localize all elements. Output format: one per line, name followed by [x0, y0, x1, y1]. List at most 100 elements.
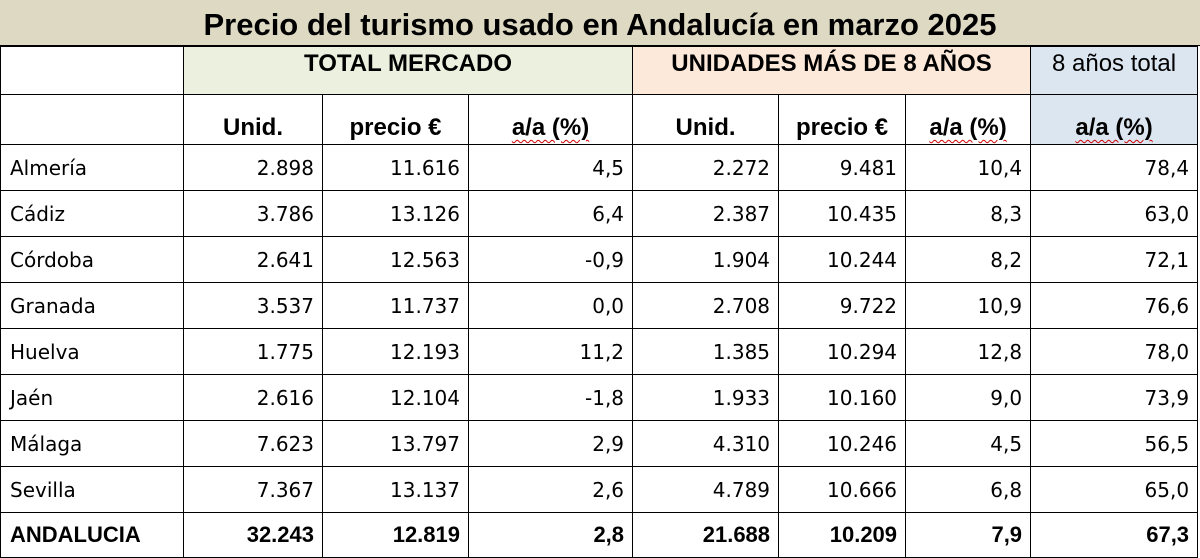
header-tm-precio: precio €: [322, 94, 469, 145]
total-row: ANDALUCIA 32.243 12.819 2,8 21.688 10.209 7,9 6…: [0, 512, 1199, 558]
t8-aa-cell: 63,0: [1030, 190, 1199, 237]
table-row: Almería 2.898 11.616 4,5 2.272 9.481 10,4 78,4: [0, 144, 1199, 191]
header-t8-aa-label: a/a (%): [1075, 114, 1153, 141]
tm-aa-cell: -0,9: [467, 236, 634, 283]
province-cell: Almería: [0, 144, 184, 191]
m8-aa-cell: 8,3: [905, 190, 1032, 237]
table-title: Precio del turismo usado en Andalucía en…: [0, 0, 1200, 46]
header-tm-aa: a/a (%): [467, 94, 634, 145]
m8-unid-cell: 21.688: [632, 512, 780, 558]
province-cell: Huelva: [0, 328, 184, 375]
tm-aa-cell: 0,0: [467, 282, 634, 329]
group-header-row: TOTAL MERCADO UNIDADES MÁS DE 8 AÑOS 8 a…: [0, 46, 1199, 95]
tm-aa-cell: 2,9: [467, 420, 634, 467]
t8-aa-cell: 73,9: [1030, 374, 1199, 421]
m8-precio-cell: 10.209: [778, 512, 907, 558]
province-cell: Jaén: [0, 374, 184, 421]
tm-precio-cell: 12.104: [322, 374, 469, 421]
column-header-row: Unid. precio € a/a (%) Unid. precio € a/…: [0, 94, 1199, 145]
t8-aa-cell: 67,3: [1030, 512, 1199, 558]
tm-unid-cell: 3.537: [183, 282, 323, 329]
m8-precio-cell: 10.666: [778, 466, 907, 513]
group-8-anos-total: 8 años total: [1030, 46, 1199, 95]
tm-unid-cell: 1.775: [183, 328, 323, 375]
group-mas-8-anos: UNIDADES MÁS DE 8 AÑOS: [632, 46, 1032, 95]
header-m8-aa: a/a (%): [905, 94, 1032, 145]
t8-aa-cell: 76,6: [1030, 282, 1199, 329]
m8-unid-cell: 2.387: [632, 190, 780, 237]
table-row: Málaga 7.623 13.797 2,9 4.310 10.246 4,5 56,5: [0, 420, 1199, 467]
header-m8-unid: Unid.: [632, 94, 780, 145]
tm-unid-cell: 32.243: [183, 512, 323, 558]
m8-unid-cell: 4.310: [632, 420, 780, 467]
m8-aa-cell: 10,9: [905, 282, 1032, 329]
header-tm-aa-label: a/a (%): [511, 114, 590, 141]
m8-precio-cell: 10.246: [778, 420, 907, 467]
t8-aa-cell: 65,0: [1030, 466, 1199, 513]
tm-aa-cell: 2,6: [467, 466, 634, 513]
tm-aa-cell: 2,8: [467, 512, 634, 558]
province-header-cell: [0, 94, 184, 145]
tm-precio-cell: 13.137: [322, 466, 469, 513]
tm-aa-cell: -1,8: [467, 374, 634, 421]
tm-precio-cell: 11.616: [322, 144, 469, 191]
tm-unid-cell: 2.616: [183, 374, 323, 421]
province-cell: Granada: [0, 282, 184, 329]
table-row: Huelva 1.775 12.193 11,2 1.385 10.294 12,8 78,0: [0, 328, 1199, 375]
t8-aa-cell: 72,1: [1030, 236, 1199, 283]
tm-aa-cell: 11,2: [467, 328, 634, 375]
price-table: TOTAL MERCADO UNIDADES MÁS DE 8 AÑOS 8 a…: [0, 46, 1199, 558]
m8-unid-cell: 1.933: [632, 374, 780, 421]
tm-unid-cell: 7.623: [183, 420, 323, 467]
t8-aa-cell: 56,5: [1030, 420, 1199, 467]
table-row: Cádiz 3.786 13.126 6,4 2.387 10.435 8,3 63,0: [0, 190, 1199, 237]
m8-aa-cell: 8,2: [905, 236, 1032, 283]
tm-unid-cell: 3.786: [183, 190, 323, 237]
tm-precio-cell: 12.193: [322, 328, 469, 375]
header-m8-aa-label: a/a (%): [929, 114, 1007, 141]
t8-aa-cell: 78,4: [1030, 144, 1199, 191]
m8-precio-cell: 10.435: [778, 190, 907, 237]
tm-precio-cell: 11.737: [322, 282, 469, 329]
tm-aa-cell: 6,4: [467, 190, 634, 237]
table-row: Sevilla 7.367 13.137 2,6 4.789 10.666 6,8 65,0: [0, 466, 1199, 513]
m8-precio-cell: 10.244: [778, 236, 907, 283]
m8-aa-cell: 6,8: [905, 466, 1032, 513]
province-cell: ANDALUCIA: [0, 512, 184, 558]
header-tm-unid: Unid.: [183, 94, 323, 145]
tm-unid-cell: 2.898: [183, 144, 323, 191]
m8-unid-cell: 1.904: [632, 236, 780, 283]
table-row: Granada 3.537 11.737 0,0 2.708 9.722 10,9 76,6: [0, 282, 1199, 329]
blank-corner-cell: [0, 46, 184, 95]
m8-aa-cell: 12,8: [905, 328, 1032, 375]
table-body: Almería 2.898 11.616 4,5 2.272 9.481 10,4 78,4 …: [0, 144, 1199, 558]
province-cell: Córdoba: [0, 236, 184, 283]
m8-precio-cell: 10.294: [778, 328, 907, 375]
tm-unid-cell: 2.641: [183, 236, 323, 283]
table-row: Jaén 2.616 12.104 -1,8 1.933 10.160 9,0 73,9: [0, 374, 1199, 421]
header-m8-precio: precio €: [778, 94, 907, 145]
header-t8-aa: a/a (%): [1030, 94, 1199, 145]
m8-precio-cell: 9.722: [778, 282, 907, 329]
province-cell: Sevilla: [0, 466, 184, 513]
m8-unid-cell: 2.708: [632, 282, 780, 329]
tm-precio-cell: 13.797: [322, 420, 469, 467]
province-cell: Cádiz: [0, 190, 184, 237]
m8-precio-cell: 10.160: [778, 374, 907, 421]
tm-precio-cell: 13.126: [322, 190, 469, 237]
tm-unid-cell: 7.367: [183, 466, 323, 513]
province-cell: Málaga: [0, 420, 184, 467]
table-row: Córdoba 2.641 12.563 -0,9 1.904 10.244 8,2 72,1: [0, 236, 1199, 283]
m8-unid-cell: 1.385: [632, 328, 780, 375]
t8-aa-cell: 78,0: [1030, 328, 1199, 375]
tm-precio-cell: 12.563: [322, 236, 469, 283]
m8-aa-cell: 4,5: [905, 420, 1032, 467]
m8-aa-cell: 10,4: [905, 144, 1032, 191]
tm-aa-cell: 4,5: [467, 144, 634, 191]
m8-aa-cell: 9,0: [905, 374, 1032, 421]
m8-precio-cell: 9.481: [778, 144, 907, 191]
tm-precio-cell: 12.819: [322, 512, 469, 558]
m8-aa-cell: 7,9: [905, 512, 1032, 558]
m8-unid-cell: 2.272: [632, 144, 780, 191]
